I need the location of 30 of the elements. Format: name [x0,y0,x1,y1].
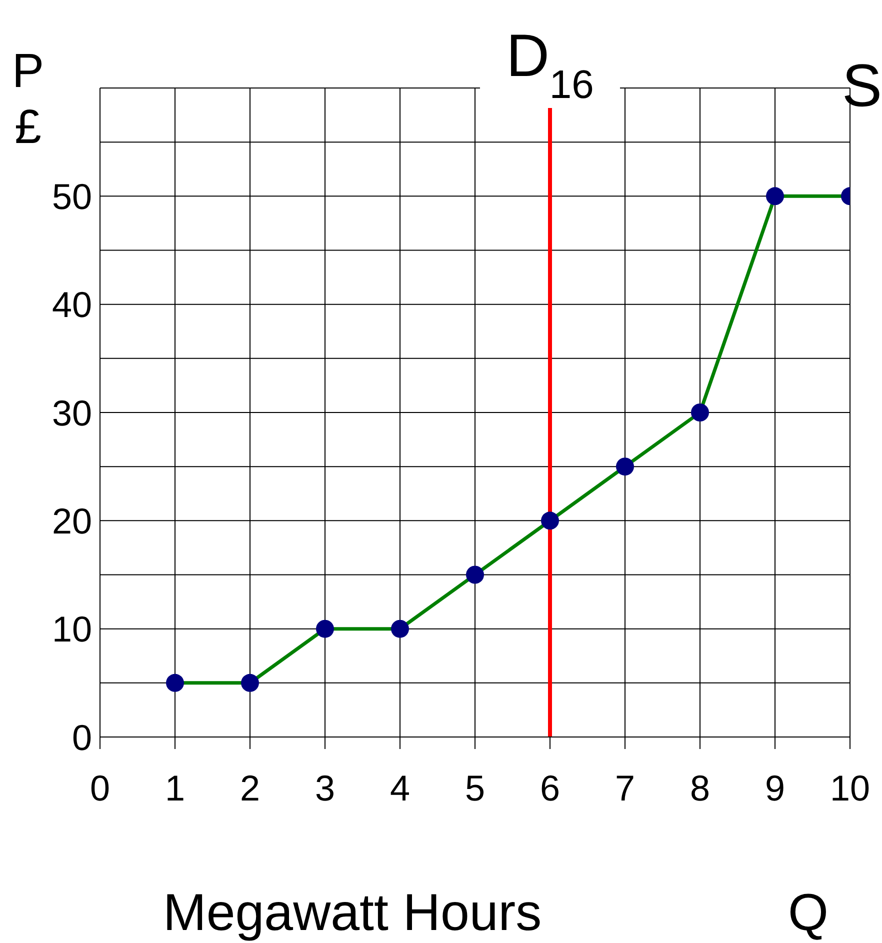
y-tick-label: 50 [52,176,92,217]
point [616,458,634,476]
y-tick-label: 10 [52,608,92,650]
y-tick-label: 40 [52,284,92,326]
x-tick-label: 3 [314,768,336,809]
x-tick-label: 8 [690,768,710,809]
x-tick-label: 7 [614,768,636,809]
text: Q [788,883,828,943]
point [241,674,259,692]
x-tick-label: 5 [464,768,486,809]
point [541,512,559,530]
point [766,187,784,206]
y-axis-title: P £ [12,44,44,156]
x-tick-label: 10 [830,768,870,809]
x-axis-title: Megawatt Hours [163,883,542,943]
x-tick-label: 9 [764,768,786,809]
point [316,620,334,638]
series-label: S [842,52,882,119]
y-tick-label: 30 [52,392,92,434]
ref-line-label: D$_{16}$ [506,22,594,107]
x-tick-label: 2 [240,768,260,809]
point [466,566,484,584]
point [691,404,709,422]
x-tick-label: 1 [164,768,186,809]
x-tick-label: 4 [390,768,410,809]
y-tick-label: 20 [52,500,92,542]
point [391,620,409,638]
point [166,674,184,692]
y-tick-label: 0 [72,716,92,758]
x-tick-label: 6 [540,768,560,809]
